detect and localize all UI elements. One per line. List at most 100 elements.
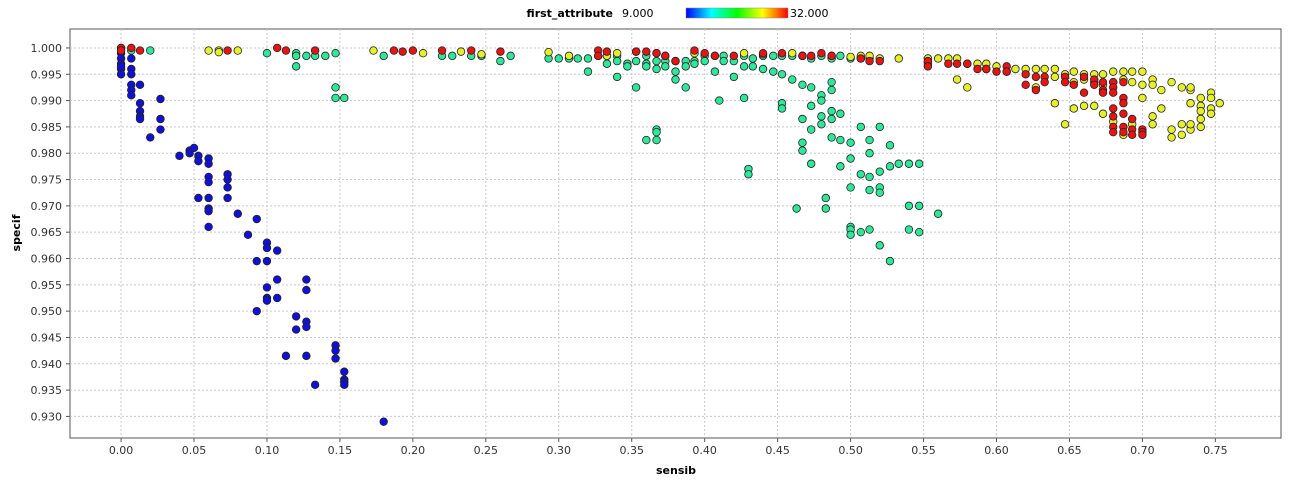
data-point-yellow	[1098, 70, 1108, 79]
data-point-yellow	[1040, 64, 1049, 74]
data-point-teal	[875, 188, 884, 197]
data-point-yellow	[1069, 67, 1079, 76]
data-point-teal	[671, 75, 680, 84]
y-tick-label: 0.950	[31, 305, 63, 318]
data-point-blue	[135, 99, 145, 108]
data-point-teal	[885, 256, 895, 266]
data-point-yellow	[1050, 64, 1060, 74]
data-point-teal	[806, 83, 816, 92]
data-point-blue	[340, 367, 349, 376]
data-point-teal	[291, 51, 301, 61]
data-point-red	[398, 47, 407, 56]
data-point-teal	[612, 72, 622, 82]
data-point-teal	[846, 154, 855, 163]
data-point-teal	[769, 67, 778, 76]
data-point-red	[1031, 72, 1041, 82]
data-point-teal	[865, 172, 874, 182]
data-point-red	[758, 49, 768, 58]
y-tick-label: 0.965	[31, 226, 63, 239]
data-point-teal	[652, 64, 661, 74]
data-point-teal	[933, 209, 943, 218]
data-point-red	[827, 51, 836, 61]
data-point-teal	[554, 54, 563, 63]
y-tick-label: 0.980	[31, 147, 63, 160]
data-point-blue	[194, 156, 203, 166]
data-point-teal	[894, 159, 903, 168]
data-point-teal	[506, 51, 515, 61]
data-point-blue	[156, 114, 165, 124]
data-point-red	[408, 46, 418, 55]
x-tick-label: 0.00	[109, 444, 134, 457]
data-point-teal	[612, 56, 622, 66]
data-point-teal	[340, 93, 349, 103]
data-point-yellow	[1167, 125, 1176, 134]
data-point-teal	[914, 201, 924, 211]
data-point-yellow	[1050, 99, 1060, 108]
data-point-yellow	[1186, 120, 1195, 129]
data-point-blue	[223, 175, 232, 184]
data-point-blue	[194, 193, 203, 203]
data-point-yellow	[1206, 93, 1216, 103]
data-point-red	[700, 49, 709, 58]
data-point-blue	[127, 54, 136, 63]
data-point-blue	[331, 346, 340, 355]
data-points	[116, 43, 1224, 426]
data-point-blue	[302, 322, 311, 332]
data-point-red	[1119, 99, 1128, 108]
data-point-yellow	[933, 54, 943, 63]
data-point-teal	[146, 46, 155, 55]
data-point-blue	[116, 62, 126, 71]
data-point-teal	[777, 104, 787, 113]
data-point-teal	[798, 146, 807, 155]
data-point-teal	[769, 51, 778, 61]
data-point-yellow	[1148, 112, 1157, 121]
x-tick-label: 0.50	[838, 444, 863, 457]
data-point-blue	[204, 193, 213, 203]
data-point-yellow	[1138, 80, 1147, 89]
data-point-yellow	[1167, 77, 1176, 87]
data-point-teal	[700, 56, 709, 66]
data-point-yellow	[788, 49, 797, 58]
data-point-teal	[748, 62, 758, 71]
x-tick-label: 0.10	[255, 444, 280, 457]
data-point-teal	[821, 204, 830, 213]
data-point-red	[856, 54, 865, 63]
x-tick-label: 0.15	[328, 444, 353, 457]
y-tick-label: 0.945	[31, 331, 63, 344]
grid	[70, 29, 1281, 438]
data-point-teal	[817, 96, 826, 105]
data-point-blue	[135, 80, 145, 89]
data-point-teal	[856, 227, 865, 237]
data-point-teal	[821, 193, 830, 203]
y-tick-label: 1.000	[31, 42, 63, 55]
data-point-teal	[331, 93, 340, 103]
data-point-yellow	[1177, 120, 1186, 129]
data-point-blue	[262, 243, 272, 253]
data-point-red	[1119, 127, 1128, 137]
data-point-blue	[252, 306, 261, 316]
data-point-blue	[156, 94, 165, 104]
data-point-yellow	[612, 49, 622, 58]
data-point-teal	[836, 51, 845, 61]
data-point-red	[1021, 70, 1030, 79]
data-point-teal	[331, 49, 340, 58]
data-point-teal	[817, 112, 826, 121]
data-point-teal	[661, 62, 670, 71]
x-tick-label: 0.65	[1057, 444, 1082, 457]
data-point-teal	[748, 54, 758, 63]
data-point-red	[593, 51, 603, 61]
axes: 0.00 0.05 0.10 0.15 0.20 0.25 0.30 0.35 0.40 0.45…	[31, 42, 1228, 457]
data-point-blue	[272, 246, 282, 255]
data-point-teal	[777, 70, 787, 79]
data-point-red	[963, 59, 972, 68]
data-point-blue	[291, 312, 301, 321]
data-point-red	[806, 51, 816, 61]
data-point-teal	[827, 77, 836, 87]
data-point-red	[671, 56, 680, 66]
data-point-teal	[739, 93, 749, 103]
data-point-teal	[798, 138, 807, 147]
x-tick-label: 0.60	[984, 444, 1009, 457]
data-point-red	[602, 47, 612, 56]
data-point-yellow	[1148, 120, 1157, 129]
data-point-red	[1098, 88, 1108, 97]
